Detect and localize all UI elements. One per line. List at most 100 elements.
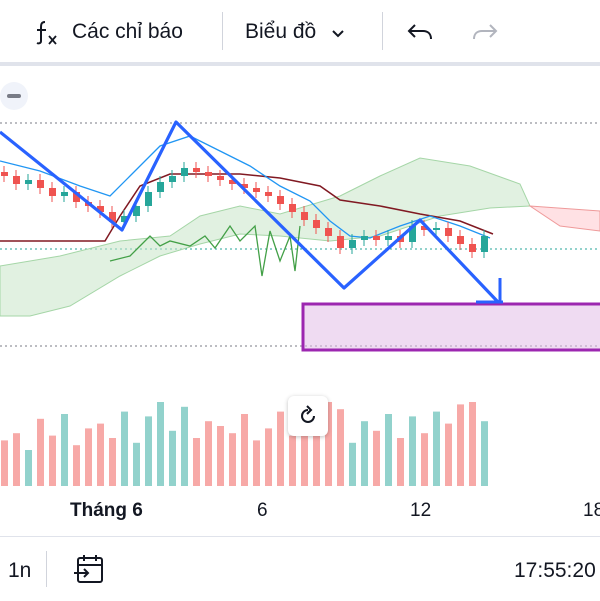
toolbar-separator: [222, 12, 223, 50]
candle-body: [217, 176, 224, 180]
undo-icon: [405, 17, 435, 47]
toolbar-separator: [382, 12, 383, 50]
chart-type-label: Biểu đồ: [245, 20, 317, 43]
bottom-bar: 1n 17:55:20: [0, 536, 600, 601]
candlesticks: [1, 162, 488, 258]
candle-body: [121, 216, 128, 222]
collapse-button[interactable]: [0, 82, 28, 110]
volume-bar: [337, 409, 344, 486]
interval-button[interactable]: 1n: [8, 559, 32, 582]
x-axis-label-month: Tháng 6: [70, 500, 143, 521]
candle-body: [253, 188, 260, 192]
candle-body: [373, 236, 380, 240]
reset-icon: [297, 405, 319, 427]
candle-body: [133, 206, 140, 216]
candle-body: [409, 226, 416, 242]
candle-body: [337, 236, 344, 248]
volume-bar: [349, 442, 356, 486]
candle-body: [385, 236, 392, 240]
candle-body: [325, 228, 332, 236]
candle-body: [109, 212, 116, 222]
candle-body: [229, 180, 236, 184]
candle-body: [13, 176, 20, 184]
candle-body: [49, 188, 56, 196]
candle-body: [73, 192, 80, 202]
clock-time: 17:55:20: [514, 559, 596, 582]
candle-body: [145, 192, 152, 206]
volume-bar: [445, 423, 452, 486]
volume-bar: [277, 411, 284, 486]
cloud-bear: [528, 205, 600, 232]
candle-body: [157, 182, 164, 192]
volume-bar: [193, 438, 200, 486]
lagging-line: [109, 224, 301, 277]
conversion-line: [0, 135, 491, 239]
volume-bar: [145, 416, 152, 486]
candle-body: [181, 168, 188, 176]
reset-chart-button[interactable]: [288, 396, 328, 436]
candle-body: [481, 236, 488, 252]
volume-bar: [373, 430, 380, 486]
candle-body: [421, 226, 428, 230]
function-icon: [32, 16, 64, 48]
volume-bar: [313, 426, 320, 486]
top-toolbar: Các chỉ báo Biểu đồ: [0, 0, 600, 66]
volume-bar: [469, 402, 476, 486]
candle-body: [301, 212, 308, 220]
volume-bar: [25, 450, 32, 486]
candle-body: [469, 244, 476, 252]
candle-body: [37, 180, 44, 188]
volume-bar: [157, 402, 164, 486]
candle-body: [25, 180, 32, 184]
volume-bar: [49, 435, 56, 486]
x-axis-label: 18: [583, 500, 600, 521]
volume-bar: [481, 421, 488, 486]
volume-bar: [409, 416, 416, 486]
volume-bar: [385, 414, 392, 486]
volume-bar: [205, 421, 212, 486]
volume-bar: [85, 428, 92, 486]
candle-body: [349, 240, 356, 248]
volume-bar: [181, 406, 188, 486]
volume-bar: [217, 426, 224, 486]
cloud-bull: [0, 157, 531, 317]
volume-bar: [121, 411, 128, 486]
undo-button[interactable]: [405, 0, 435, 64]
zigzag-drawing: [0, 120, 500, 304]
volume-bar: [37, 418, 44, 486]
volume-bar: [361, 421, 368, 486]
volume-bar: [421, 433, 428, 486]
candle-body: [445, 228, 452, 236]
volume-bar: [457, 404, 464, 486]
volume-bar: [133, 442, 140, 486]
goto-date-icon[interactable]: [72, 553, 106, 585]
candle-body: [277, 196, 284, 204]
toolbar-divider: [0, 62, 600, 66]
price-chart[interactable]: [0, 66, 600, 536]
volume-bar: [61, 414, 68, 486]
volume-bar: [397, 438, 404, 486]
x-axis-label: 6: [257, 500, 268, 521]
volume-bar: [97, 423, 104, 486]
chart-type-dropdown[interactable]: Biểu đồ: [245, 0, 346, 64]
volume-bar: [265, 428, 272, 486]
redo-button[interactable]: [470, 0, 500, 64]
volume-bar: [109, 438, 116, 486]
supply-zone-box: [301, 302, 600, 352]
base-line: [0, 173, 494, 242]
volume-bar: [253, 440, 260, 486]
volume-bar: [241, 414, 248, 486]
candle-body: [193, 168, 200, 172]
candle-body: [205, 172, 212, 176]
user-drawings: [0, 120, 600, 352]
volume-bar: [301, 418, 308, 486]
candle-body: [169, 176, 176, 182]
volume-bars: [1, 402, 488, 486]
indicators-button[interactable]: Các chỉ báo: [32, 0, 183, 64]
candle-body: [433, 228, 440, 230]
volume-bar: [1, 440, 8, 486]
candle-body: [313, 220, 320, 228]
x-axis-label: 12: [410, 500, 432, 521]
volume-bar: [13, 433, 20, 486]
candle-body: [457, 236, 464, 244]
